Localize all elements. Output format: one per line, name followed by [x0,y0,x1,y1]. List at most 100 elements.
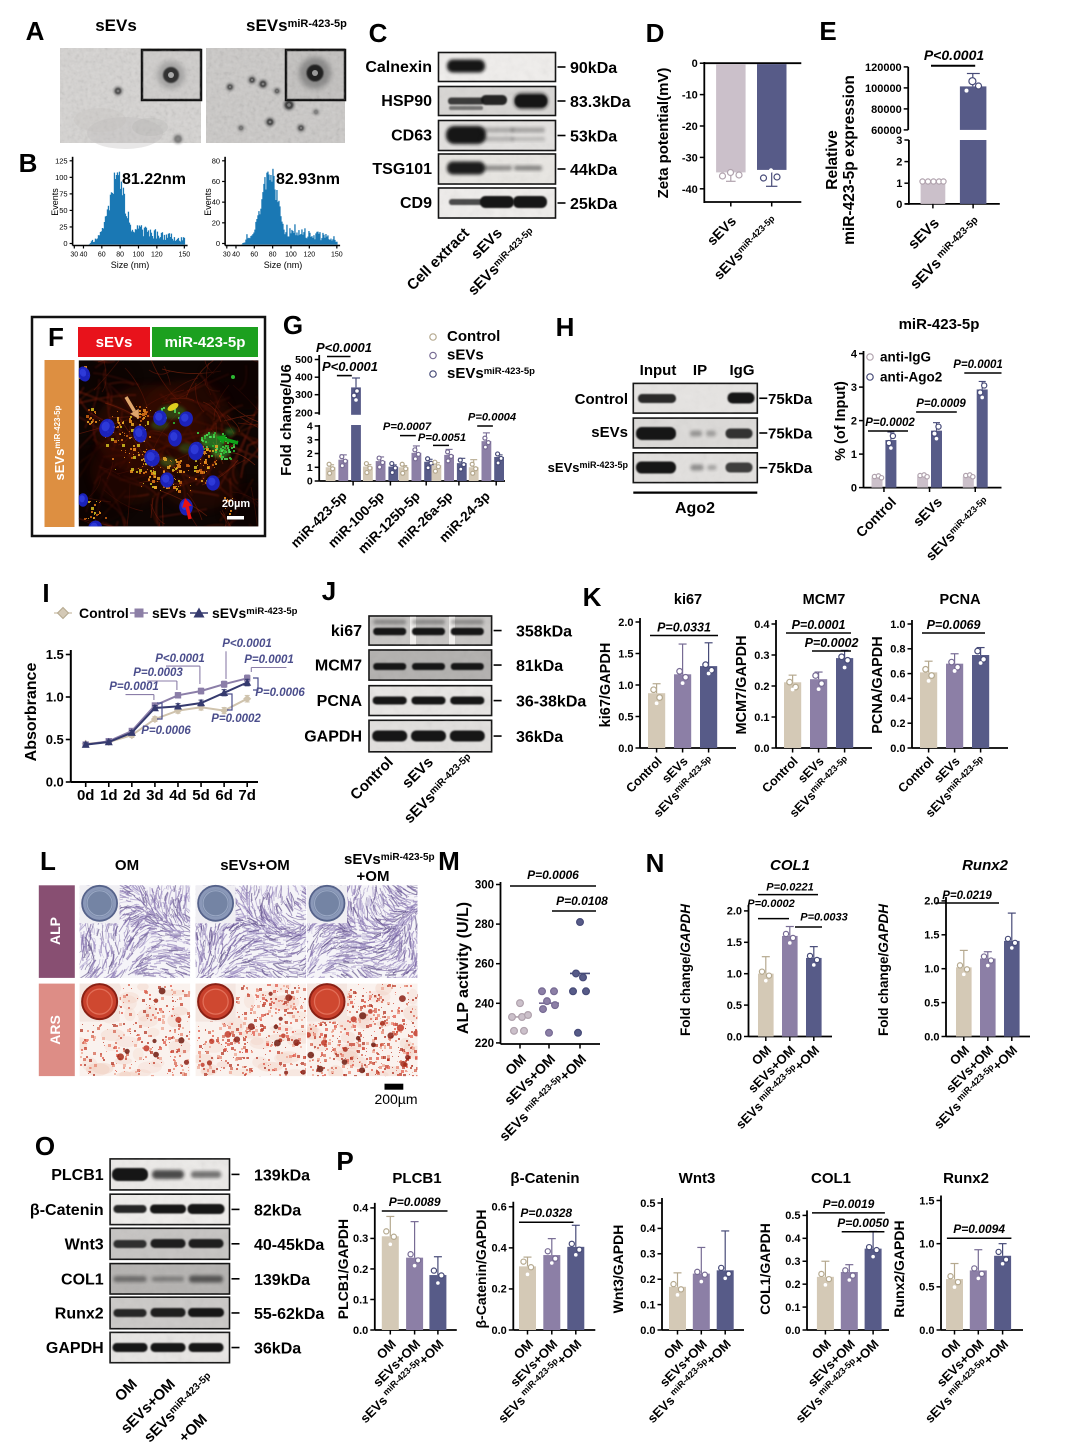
svg-text:P=0.0108: P=0.0108 [556,894,608,908]
svg-text:% (of Input): % (of Input) [833,381,849,461]
svg-text:90kDa: 90kDa [570,60,617,77]
svg-text:0d: 0d [77,787,95,804]
svg-text:MCM7: MCM7 [803,592,846,608]
svg-text:sEVs: sEVs [591,424,628,441]
svg-text:0.5: 0.5 [785,1210,800,1222]
svg-text:P=0.0004: P=0.0004 [468,412,517,424]
svg-text:sEVs: sEVs [95,16,137,35]
svg-text:MCM7: MCM7 [315,658,362,675]
svg-text:Events: Events [50,188,60,216]
svg-text:0.1: 0.1 [640,1299,655,1311]
svg-text:81kDa: 81kDa [516,658,563,675]
svg-text:2.0: 2.0 [727,906,742,918]
svg-text:Fold change/GAPDH: Fold change/GAPDH [678,904,693,1036]
svg-text:80: 80 [212,156,220,165]
svg-text:1.5: 1.5 [618,648,633,660]
svg-text:Control: Control [575,391,628,408]
svg-text:1.5: 1.5 [46,647,64,662]
svg-text:0.4: 0.4 [754,619,770,631]
svg-text:36-38kDa: 36-38kDa [516,694,586,711]
svg-text:1.5: 1.5 [727,937,742,949]
svg-text:P=0.0033: P=0.0033 [800,912,847,924]
svg-text:P=0.0069: P=0.0069 [927,618,981,632]
svg-text:Wnt3: Wnt3 [679,1170,716,1187]
svg-text:1.0: 1.0 [618,680,633,692]
svg-text:60: 60 [250,252,258,259]
svg-text:80: 80 [269,252,277,259]
svg-text:150: 150 [331,252,343,259]
svg-text:CD63: CD63 [391,128,432,145]
svg-text:2d: 2d [123,787,141,804]
svg-text:ALP activity (U/L): ALP activity (U/L) [455,902,472,1034]
svg-text:55-62kDa: 55-62kDa [254,1306,324,1323]
svg-text:3: 3 [307,434,313,446]
svg-text:1: 1 [307,462,313,474]
svg-text:139kDa: 139kDa [254,1272,310,1289]
svg-text:0.5: 0.5 [919,1282,934,1294]
svg-text:HSP90: HSP90 [381,93,432,110]
svg-text:Control: Control [447,328,500,345]
svg-text:0: 0 [307,476,313,488]
svg-text:120000: 120000 [865,62,902,74]
svg-text:MCM7/GAPDH: MCM7/GAPDH [734,635,750,734]
svg-text:358kDa: 358kDa [516,624,572,641]
svg-text:0.5: 0.5 [924,997,939,1009]
svg-text:Ago2: Ago2 [675,500,715,517]
svg-text:0.0: 0.0 [919,1325,934,1337]
svg-text:F: F [48,322,64,352]
svg-text:40-45kDa: 40-45kDa [254,1237,324,1254]
svg-text:1d: 1d [100,787,118,804]
svg-text:83.3kDa: 83.3kDa [570,94,631,111]
svg-text:PLCB1: PLCB1 [392,1170,441,1187]
svg-text:Runx2/GAPDH: Runx2/GAPDH [891,1220,907,1317]
svg-text:0.5: 0.5 [640,1198,655,1210]
svg-text:PCNA: PCNA [939,592,981,608]
svg-text:P=0.0019: P=0.0019 [823,1197,875,1211]
svg-text:120: 120 [151,252,163,259]
svg-text:-20: -20 [682,121,698,133]
svg-text:ki67/GAPDH: ki67/GAPDH [598,643,614,728]
svg-text:2.0: 2.0 [618,617,633,629]
svg-text:60000: 60000 [871,125,902,137]
svg-text:Calnexin: Calnexin [365,59,432,76]
svg-text:25kDa: 25kDa [570,196,617,213]
svg-text:60: 60 [98,252,106,259]
svg-text:0.1: 0.1 [785,1302,800,1314]
svg-text:anti-IgG: anti-IgG [880,350,931,365]
svg-text:4: 4 [307,421,313,433]
svg-text:P<0.0001: P<0.0001 [222,638,272,650]
svg-text:P<0.0001: P<0.0001 [924,47,985,63]
svg-text:0.0: 0.0 [924,1031,939,1043]
svg-text:200µm: 200µm [374,1091,417,1107]
svg-text:0.0: 0.0 [754,743,769,755]
svg-text:P=0.0002: P=0.0002 [865,417,915,429]
svg-text:P=0.0089: P=0.0089 [389,1195,441,1209]
svg-text:E: E [819,16,836,46]
svg-text:0.2: 0.2 [640,1274,655,1286]
svg-text:0.0: 0.0 [727,1031,742,1043]
svg-text:K: K [583,582,602,612]
svg-text:6d: 6d [215,787,233,804]
svg-text:D: D [646,18,665,48]
svg-text:100000: 100000 [865,83,902,95]
svg-text:139kDa: 139kDa [254,1167,310,1184]
svg-text:+OM: +OM [357,868,390,885]
svg-text:0.6: 0.6 [890,668,905,680]
svg-text:Runx2: Runx2 [55,1305,104,1322]
svg-text:P=0.0009: P=0.0009 [916,398,966,410]
svg-text:miR-423-5p expression: miR-423-5p expression [841,75,858,245]
svg-text:P<0.0001: P<0.0001 [155,653,205,665]
svg-text:30: 30 [223,252,231,259]
svg-text:P=0.0001: P=0.0001 [953,359,1003,371]
svg-text:P=0.0006: P=0.0006 [255,687,305,699]
svg-text:1.0: 1.0 [924,964,939,976]
svg-text:GAPDH: GAPDH [46,1340,104,1357]
svg-text:36kDa: 36kDa [516,729,563,746]
svg-text:1: 1 [851,449,857,461]
svg-text:Size (nm): Size (nm) [111,260,150,270]
svg-text:P=0.0006: P=0.0006 [527,868,579,882]
svg-text:P=0.0001: P=0.0001 [792,618,846,632]
svg-text:81.22nm: 81.22nm [122,171,186,188]
svg-text:75: 75 [59,189,67,198]
svg-text:N: N [646,848,665,878]
